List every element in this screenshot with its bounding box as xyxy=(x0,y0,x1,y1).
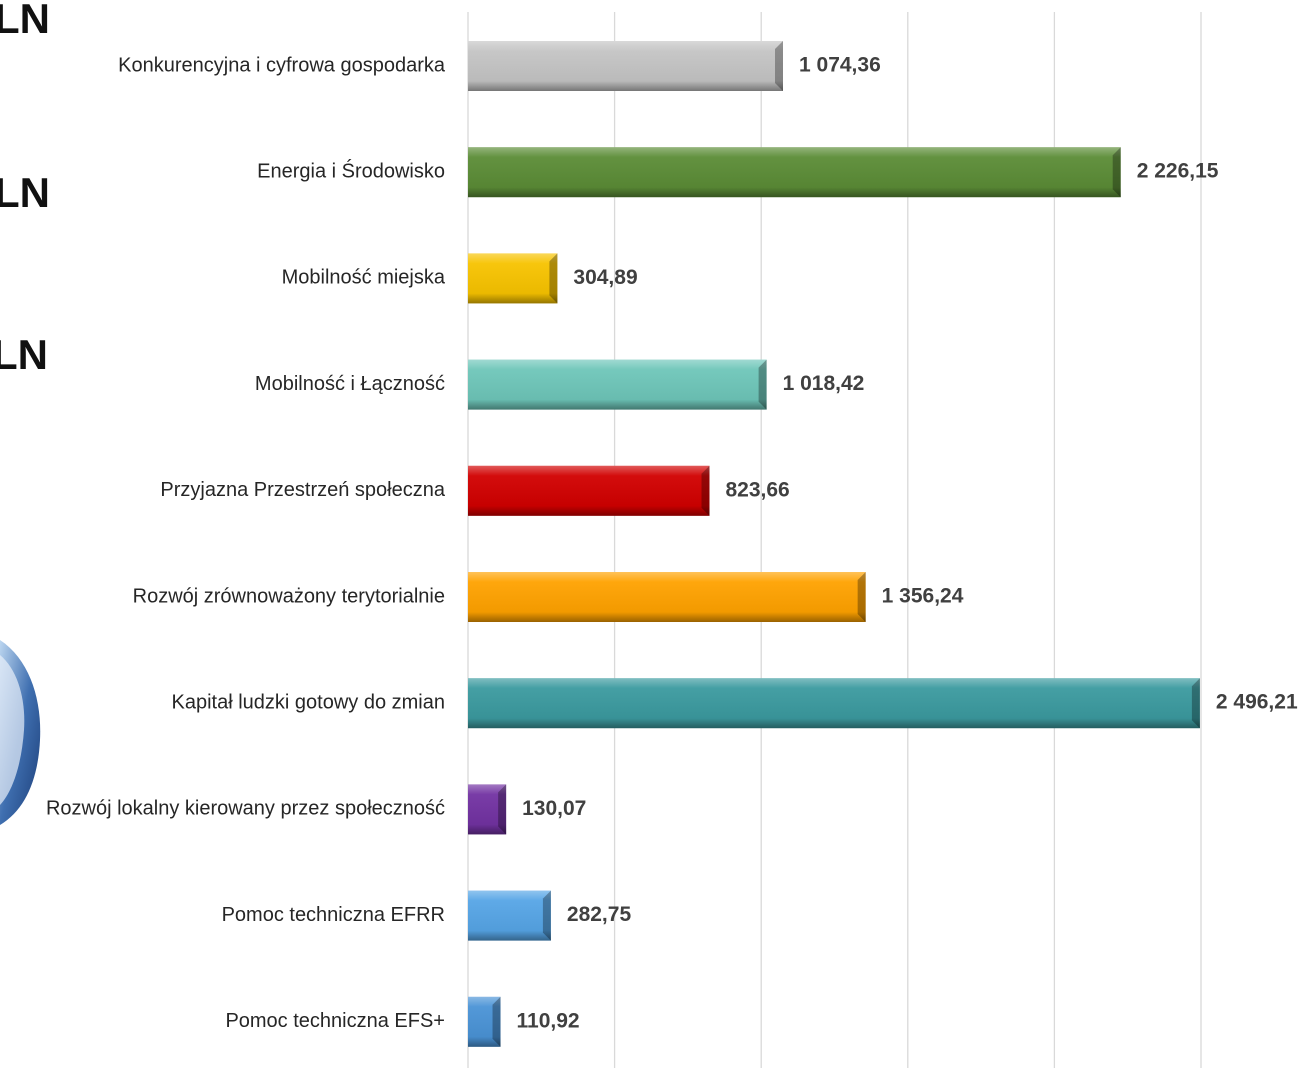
value-label: 1 018,42 xyxy=(783,372,865,395)
y-tick-label: Rozwój lokalny kierowany przez społeczno… xyxy=(46,798,445,820)
value-label: 130,07 xyxy=(522,797,586,820)
bar-shade xyxy=(468,147,1121,198)
y-tick-label: Konkurencyjna i cyfrowa gospodarka xyxy=(118,54,446,76)
bar-bevel xyxy=(857,572,866,622)
side-text: LN xyxy=(0,0,50,42)
y-tick-label: Kapitał ludzki gotowy do zmian xyxy=(172,691,445,713)
value-label: 1 074,36 xyxy=(799,54,881,77)
bar-shade xyxy=(468,465,710,516)
bar-shade xyxy=(468,41,784,91)
bar-bevel xyxy=(542,890,551,941)
bar-shade xyxy=(468,572,866,622)
y-tick-label: Mobilność i Łączność xyxy=(255,373,445,395)
bar-bevel xyxy=(1191,678,1200,729)
bar-shade xyxy=(468,678,1200,729)
value-label: 282,75 xyxy=(567,903,632,926)
value-label: 823,66 xyxy=(725,478,789,501)
bar-shade xyxy=(468,890,551,941)
bar-shade xyxy=(468,996,501,1047)
side-text: LN xyxy=(0,169,50,216)
bar-bevel xyxy=(549,253,558,304)
bar-bevel xyxy=(701,465,710,516)
decor-orb-highlight xyxy=(0,655,25,805)
bar-shade xyxy=(468,784,507,835)
bars: Konkurencyjna i cyfrowa gospodarka 1 074,… xyxy=(46,41,1298,1047)
y-tick-label: Mobilność miejska xyxy=(282,267,446,289)
bar-shade xyxy=(468,253,558,304)
value-label: 304,89 xyxy=(573,266,637,289)
bar-bevel xyxy=(1112,147,1121,198)
value-label: 2 226,15 xyxy=(1137,160,1219,183)
y-tick-label: Pomoc techniczna EFS+ xyxy=(225,1010,445,1032)
y-tick-label: Przyjazna Przestrzeń społeczna xyxy=(160,479,445,501)
value-label: 110,92 xyxy=(517,1009,580,1032)
y-tick-label: Rozwój zrównoważony terytorialnie xyxy=(133,585,445,607)
bar-bevel xyxy=(492,996,501,1047)
bar-shade xyxy=(468,359,767,410)
bar-bevel xyxy=(498,784,507,835)
value-label: 1 356,24 xyxy=(882,585,964,608)
bar-bevel xyxy=(775,41,784,91)
y-tick-label: Energia i Środowisko xyxy=(257,158,445,182)
value-label: 2 496,21 xyxy=(1216,691,1298,714)
bar-bevel xyxy=(758,359,767,410)
y-tick-label: Pomoc techniczna EFRR xyxy=(222,904,445,926)
side-text: LN xyxy=(0,331,48,378)
